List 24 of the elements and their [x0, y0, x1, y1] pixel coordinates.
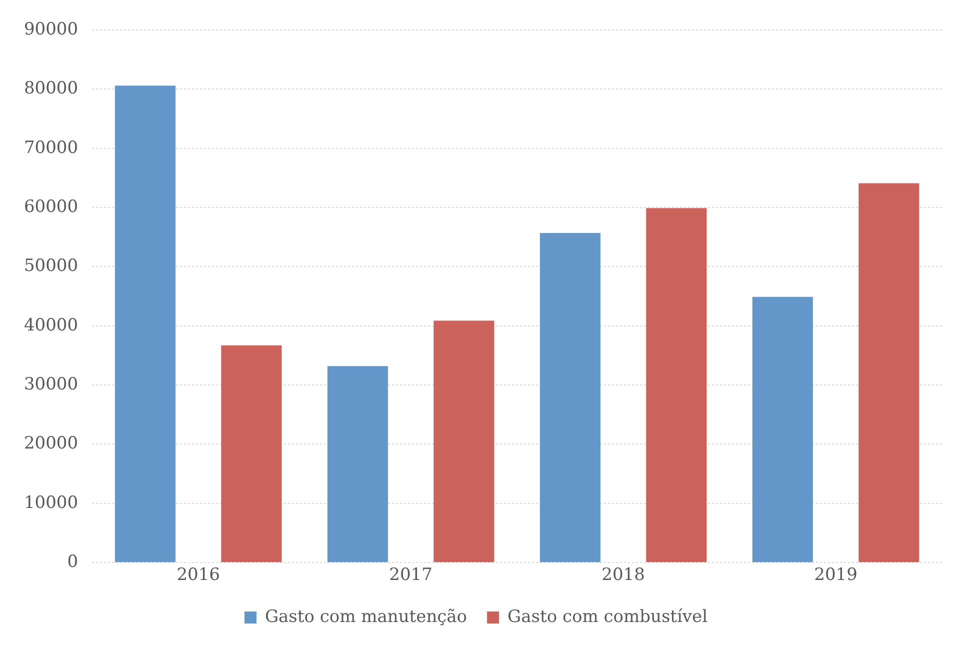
- bar: [221, 345, 282, 562]
- y-tick-label: 90000: [24, 19, 78, 40]
- bar: [646, 208, 707, 562]
- y-tick-label: 80000: [24, 78, 78, 99]
- bar: [752, 296, 813, 562]
- y-tick-label: 0: [67, 552, 78, 572]
- y-tick-label: 50000: [24, 256, 78, 276]
- y-tick-label: 10000: [24, 492, 78, 513]
- x-tick-label: 2018: [602, 565, 645, 586]
- bar: [858, 183, 920, 562]
- y-tick-label: 20000: [24, 434, 78, 454]
- bar: [114, 86, 176, 562]
- x-tick-label: 2019: [814, 565, 858, 586]
- legend-label: Gasto com manutenção: [264, 606, 468, 627]
- y-tick-label: 70000: [24, 138, 78, 158]
- y-tick-label: 40000: [24, 315, 78, 336]
- bar: [540, 232, 600, 562]
- bar: [434, 320, 494, 562]
- x-tick-label: 2017: [389, 565, 432, 586]
- bar: [327, 366, 388, 562]
- y-tick-label: 60000: [24, 196, 78, 217]
- y-tick-label: 30000: [24, 374, 78, 394]
- x-tick-label: 2016: [176, 565, 220, 586]
- legend-label: Gasto com combustível: [508, 606, 708, 627]
